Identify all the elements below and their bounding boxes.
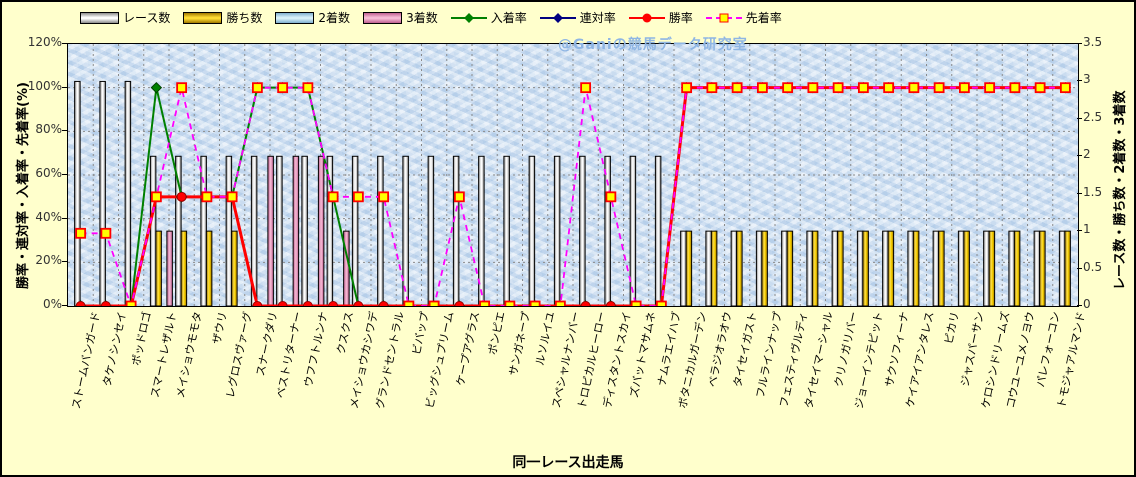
x-axis-label: ウフフトルンナ xyxy=(301,310,331,389)
right-tick-mark xyxy=(1077,305,1082,306)
legend-label: 2着数 xyxy=(318,11,351,25)
legend: レース数 勝ち数 2着数 3着数 入着率 連対率 勝率 先着率 xyxy=(80,9,782,26)
finish-ahead-markers xyxy=(75,82,1071,306)
x-axis-label: ポッドロゴ xyxy=(129,310,154,367)
x-axis-title: 同一レース出走馬 xyxy=(512,455,624,471)
left-tick-mark xyxy=(62,130,67,132)
legend-line-swatch xyxy=(628,12,665,24)
watermark: @Ganiの競馬データ研究室 xyxy=(558,37,748,53)
gridlines xyxy=(68,44,1078,306)
legend-bar-swatch xyxy=(183,11,223,24)
legend-bar-swatch xyxy=(80,11,119,24)
legend-label: 連対率 xyxy=(579,11,616,25)
x-axis-label: ビバップ xyxy=(409,310,432,357)
legend-label: レース数 xyxy=(123,11,171,25)
left-tick-label: 20% xyxy=(35,253,62,268)
x-axis-label: ルソルイユ xyxy=(533,310,558,367)
legend-item-3[interactable]: 3着数 xyxy=(363,9,438,26)
right-tick-mark xyxy=(1077,267,1082,269)
x-axis-label: ケープアグラス xyxy=(453,310,483,388)
right-axis-title: レース数・勝ち数・2着数・3着数 xyxy=(1113,90,1128,290)
right-tick-mark xyxy=(1077,43,1082,44)
right-tick-label: 3 xyxy=(1083,72,1091,87)
legend-line-swatch xyxy=(450,12,487,24)
plot-area xyxy=(67,43,1079,307)
right-tick-label: 1.5 xyxy=(1083,184,1103,199)
circle-marker-icon xyxy=(642,13,652,22)
x-axis-label: ザウリ xyxy=(209,310,230,346)
right-tick-mark xyxy=(1077,192,1082,194)
right-tick-mark xyxy=(1077,155,1082,157)
right-tick-mark xyxy=(1077,80,1082,82)
right-tick-mark xyxy=(1077,117,1082,119)
legend-label: 3着数 xyxy=(406,11,438,25)
diamond-marker-icon xyxy=(552,12,563,23)
chart-graphics xyxy=(68,44,1078,306)
right-tick-label: 0 xyxy=(1083,297,1091,311)
legend-item-5[interactable]: 連対率 xyxy=(539,9,616,26)
legend-bar-swatch xyxy=(275,11,315,24)
right-tick-mark xyxy=(1077,230,1082,232)
diamond-marker-icon xyxy=(463,12,474,23)
left-tick-label: 60% xyxy=(35,166,62,180)
legend-line-swatch xyxy=(539,12,576,24)
x-axis-label: ポンピエ xyxy=(485,310,508,357)
legend-item-0[interactable]: レース数 xyxy=(80,9,170,26)
x-axis-label: ピカリ xyxy=(942,310,962,346)
legend-item-1[interactable]: 勝ち数 xyxy=(183,9,262,26)
x-axis-label: サンガネープ xyxy=(506,310,533,378)
x-axis-label: タケノシンセイ xyxy=(99,310,129,388)
right-tick-label: 3.5 xyxy=(1083,35,1103,49)
left-axis-title: 勝率・連対率・入着率・先着率(%) xyxy=(16,82,31,289)
legend-item-6[interactable]: 勝率 xyxy=(628,9,693,26)
legend-line-swatch xyxy=(705,12,742,24)
left-tick-mark xyxy=(62,261,67,263)
legend-bar-swatch xyxy=(363,11,403,24)
square-marker-icon xyxy=(719,13,729,22)
right-tick-label: 2.5 xyxy=(1083,109,1103,124)
legend-item-7[interactable]: 先着率 xyxy=(705,9,782,26)
left-tick-label: 120% xyxy=(27,35,62,49)
legend-label: 勝ち数 xyxy=(226,11,263,25)
bars xyxy=(74,80,1071,306)
legend-label: 先着率 xyxy=(745,11,782,25)
x-axis-label: ストームバンガード xyxy=(69,310,104,411)
legend-label: 入着率 xyxy=(490,11,527,25)
legend-label: 勝率 xyxy=(668,11,693,25)
left-tick-mark xyxy=(62,305,67,306)
right-tick-label: 0.5 xyxy=(1083,259,1103,274)
left-tick-label: 100% xyxy=(27,78,62,93)
left-tick-label: 0% xyxy=(42,297,62,311)
right-tick-label: 1 xyxy=(1083,222,1091,237)
x-axis-label: クスクス xyxy=(334,310,356,356)
legend-item-2[interactable]: 2着数 xyxy=(275,9,350,26)
right-tick-label: 2 xyxy=(1083,147,1091,162)
finish-ahead-rate-line xyxy=(80,86,1066,306)
left-tick-label: 80% xyxy=(35,122,62,137)
left-tick-mark xyxy=(62,217,67,219)
left-tick-label: 40% xyxy=(35,209,62,224)
left-tick-mark xyxy=(62,174,67,175)
legend-item-4[interactable]: 入着率 xyxy=(450,9,527,26)
win-rate-line xyxy=(80,86,1066,306)
left-tick-mark xyxy=(62,43,67,44)
left-tick-mark xyxy=(62,86,67,88)
x-axis-label: スナークダリ xyxy=(253,310,281,378)
